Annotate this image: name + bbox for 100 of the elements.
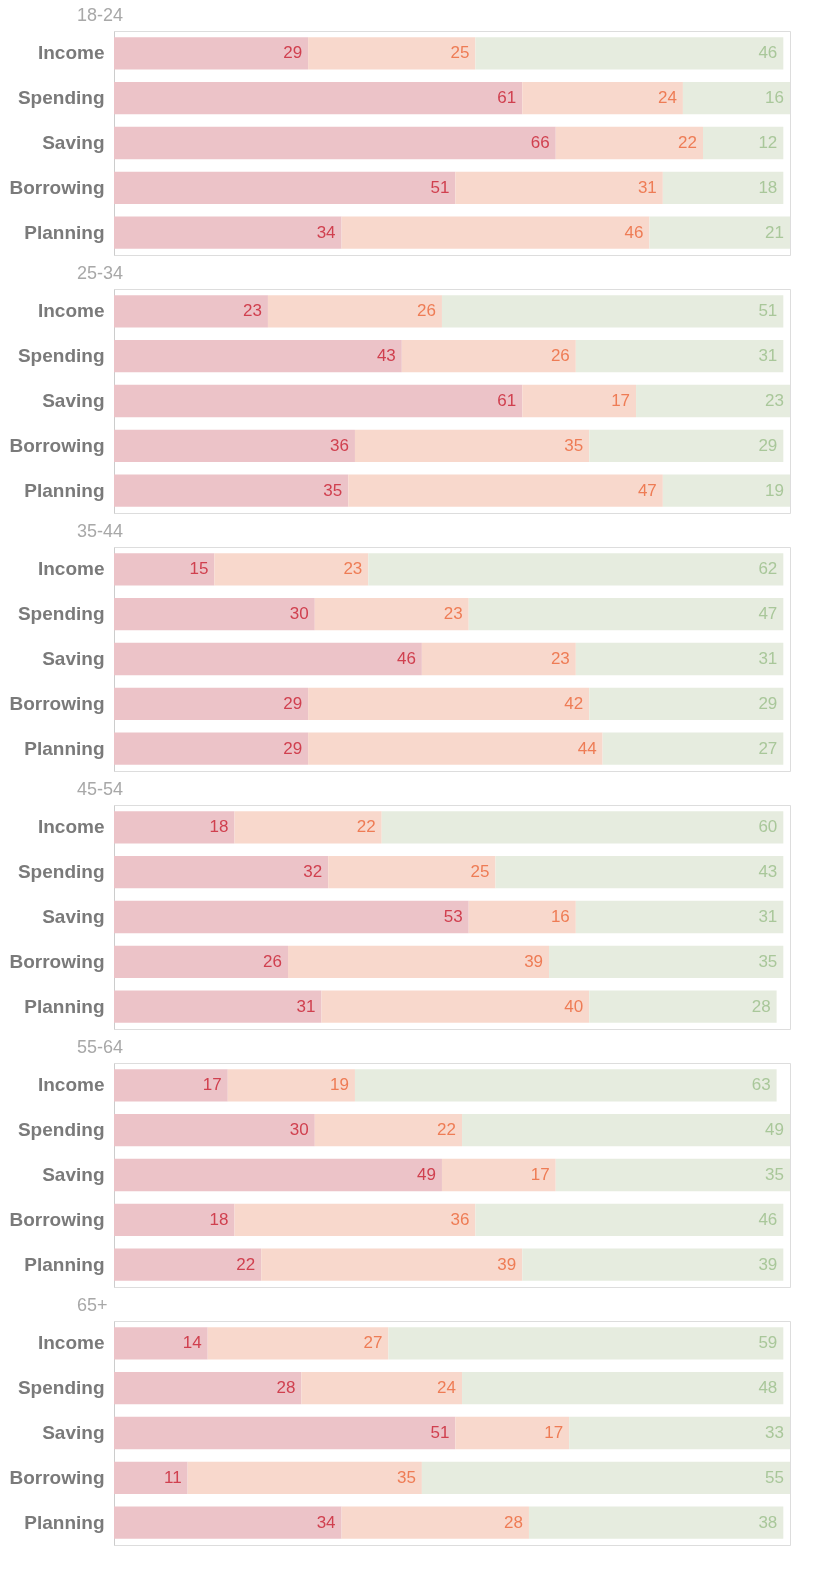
- data-label: 25: [450, 43, 470, 63]
- bar: [114, 1158, 442, 1192]
- data-label: 17: [530, 1165, 550, 1184]
- bar: [308, 732, 603, 765]
- bar: [114, 474, 349, 507]
- data-label: 22: [678, 133, 697, 152]
- bar: [341, 216, 650, 249]
- bar: [341, 1506, 529, 1539]
- y-tick-label: Planning: [24, 1511, 105, 1533]
- data-label: 24: [657, 88, 677, 108]
- data-label: 61: [497, 391, 517, 410]
- bar: [589, 990, 777, 1023]
- bar: [114, 598, 315, 631]
- bar: [522, 1248, 784, 1281]
- chart-title: 55-64: [77, 1037, 124, 1057]
- bar: [368, 553, 784, 586]
- data-label: 40: [564, 996, 584, 1016]
- bar: [234, 1203, 476, 1236]
- bar: [421, 642, 576, 676]
- data-label: 29: [758, 435, 778, 455]
- bar: [321, 990, 590, 1023]
- bar: [114, 945, 289, 978]
- data-label: 39: [758, 1254, 778, 1274]
- data-label: 53: [443, 907, 463, 926]
- bar: [468, 900, 576, 934]
- bar: [234, 811, 382, 844]
- bar: [462, 1114, 790, 1147]
- data-label: 14: [182, 1333, 202, 1353]
- data-label: 36: [330, 435, 349, 455]
- data-label: 43: [376, 346, 396, 366]
- bar: [114, 1506, 342, 1539]
- data-label: 33: [765, 1423, 784, 1442]
- data-label: 26: [417, 301, 436, 321]
- bar: [114, 732, 309, 765]
- data-label: 35: [396, 1467, 416, 1487]
- data-label: 18: [209, 1209, 229, 1229]
- data-label: 47: [637, 480, 657, 500]
- y-tick-label: Saving: [42, 1422, 105, 1443]
- data-label: 26: [550, 346, 570, 366]
- y-tick-label: Spending: [17, 87, 105, 109]
- data-label: 35: [564, 435, 584, 455]
- bar: [636, 384, 790, 418]
- bar: [589, 687, 784, 720]
- data-label: 19: [765, 480, 784, 500]
- bar: [114, 37, 309, 70]
- y-tick-label: Income: [37, 300, 105, 322]
- data-label: 27: [758, 738, 778, 758]
- data-label: 48: [758, 1378, 778, 1398]
- y-tick-label: Borrowing: [9, 176, 105, 198]
- data-label: 31: [296, 996, 316, 1016]
- bar: [455, 171, 663, 204]
- bar: [495, 856, 784, 889]
- data-label: 23: [243, 301, 262, 321]
- bar: [421, 1461, 790, 1494]
- data-label: 46: [396, 649, 416, 668]
- bar: [288, 945, 550, 978]
- bar: [114, 1069, 228, 1102]
- data-label: 31: [758, 346, 778, 366]
- bar: [114, 811, 235, 844]
- data-label: 21: [765, 222, 784, 242]
- bar: [388, 1327, 784, 1360]
- data-label: 17: [544, 1423, 564, 1442]
- bar: [555, 126, 703, 160]
- data-label: 49: [765, 1120, 784, 1140]
- data-label: 59: [758, 1333, 778, 1353]
- bar: [569, 1416, 790, 1450]
- data-label: 31: [758, 907, 778, 926]
- bar: [114, 687, 309, 720]
- data-label: 29: [283, 43, 303, 63]
- bar: [114, 216, 342, 249]
- data-label: 28: [751, 996, 771, 1016]
- bar: [114, 900, 469, 934]
- bar: [441, 295, 784, 328]
- y-tick-label: Income: [37, 42, 105, 64]
- y-tick-label: Borrowing: [9, 1466, 105, 1488]
- bar: [682, 82, 790, 115]
- bar: [114, 1416, 456, 1450]
- data-label: 29: [283, 693, 303, 713]
- y-tick-label: Saving: [42, 648, 105, 669]
- y-tick-label: Spending: [17, 861, 105, 883]
- data-label: 22: [437, 1120, 457, 1140]
- bar: [575, 642, 784, 676]
- data-label: 24: [437, 1378, 457, 1398]
- bar: [114, 429, 355, 462]
- chart-title: 35-44: [77, 521, 124, 541]
- bar: [662, 171, 784, 204]
- data-label: 23: [443, 604, 463, 624]
- bar: [354, 1069, 777, 1102]
- bar: [575, 340, 784, 373]
- data-label: 28: [504, 1512, 523, 1532]
- y-tick-label: Planning: [24, 221, 105, 243]
- data-label: 31: [758, 649, 778, 668]
- bar: [114, 856, 329, 889]
- bar: [455, 1416, 570, 1450]
- chart-title: 25-34: [77, 263, 124, 283]
- bar: [475, 37, 784, 70]
- bar: [114, 1372, 302, 1405]
- y-tick-label: Income: [37, 1332, 105, 1354]
- data-label: 44: [577, 738, 597, 758]
- bar: [114, 1203, 235, 1236]
